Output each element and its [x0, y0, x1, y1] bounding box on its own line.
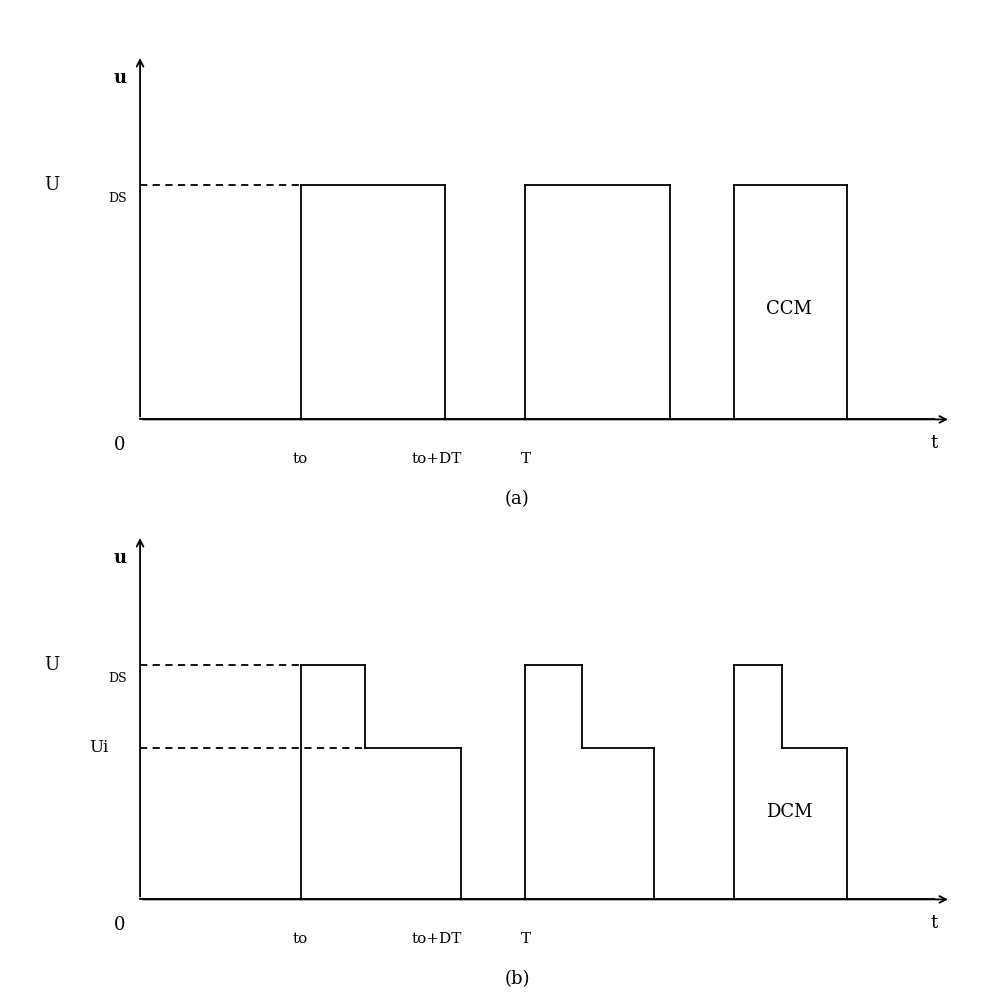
- Text: to+DT: to+DT: [412, 932, 463, 946]
- Text: 0: 0: [114, 916, 126, 934]
- Text: DS: DS: [108, 192, 127, 205]
- Text: u: u: [114, 549, 127, 567]
- Text: DS: DS: [108, 672, 127, 685]
- Text: T: T: [520, 452, 530, 466]
- Text: u: u: [114, 69, 127, 87]
- Text: CCM: CCM: [766, 300, 812, 318]
- Text: U: U: [45, 176, 60, 194]
- Text: U: U: [45, 656, 60, 674]
- Text: DCM: DCM: [766, 803, 813, 821]
- Text: to+DT: to+DT: [412, 452, 463, 466]
- Text: T: T: [520, 932, 530, 946]
- Text: (b): (b): [504, 970, 530, 988]
- Text: to: to: [293, 452, 309, 466]
- Text: to: to: [293, 932, 309, 946]
- Text: Ui: Ui: [89, 739, 108, 756]
- Text: 0: 0: [114, 436, 126, 454]
- Text: (a): (a): [505, 490, 529, 508]
- Text: t: t: [931, 434, 938, 452]
- Text: t: t: [931, 914, 938, 932]
